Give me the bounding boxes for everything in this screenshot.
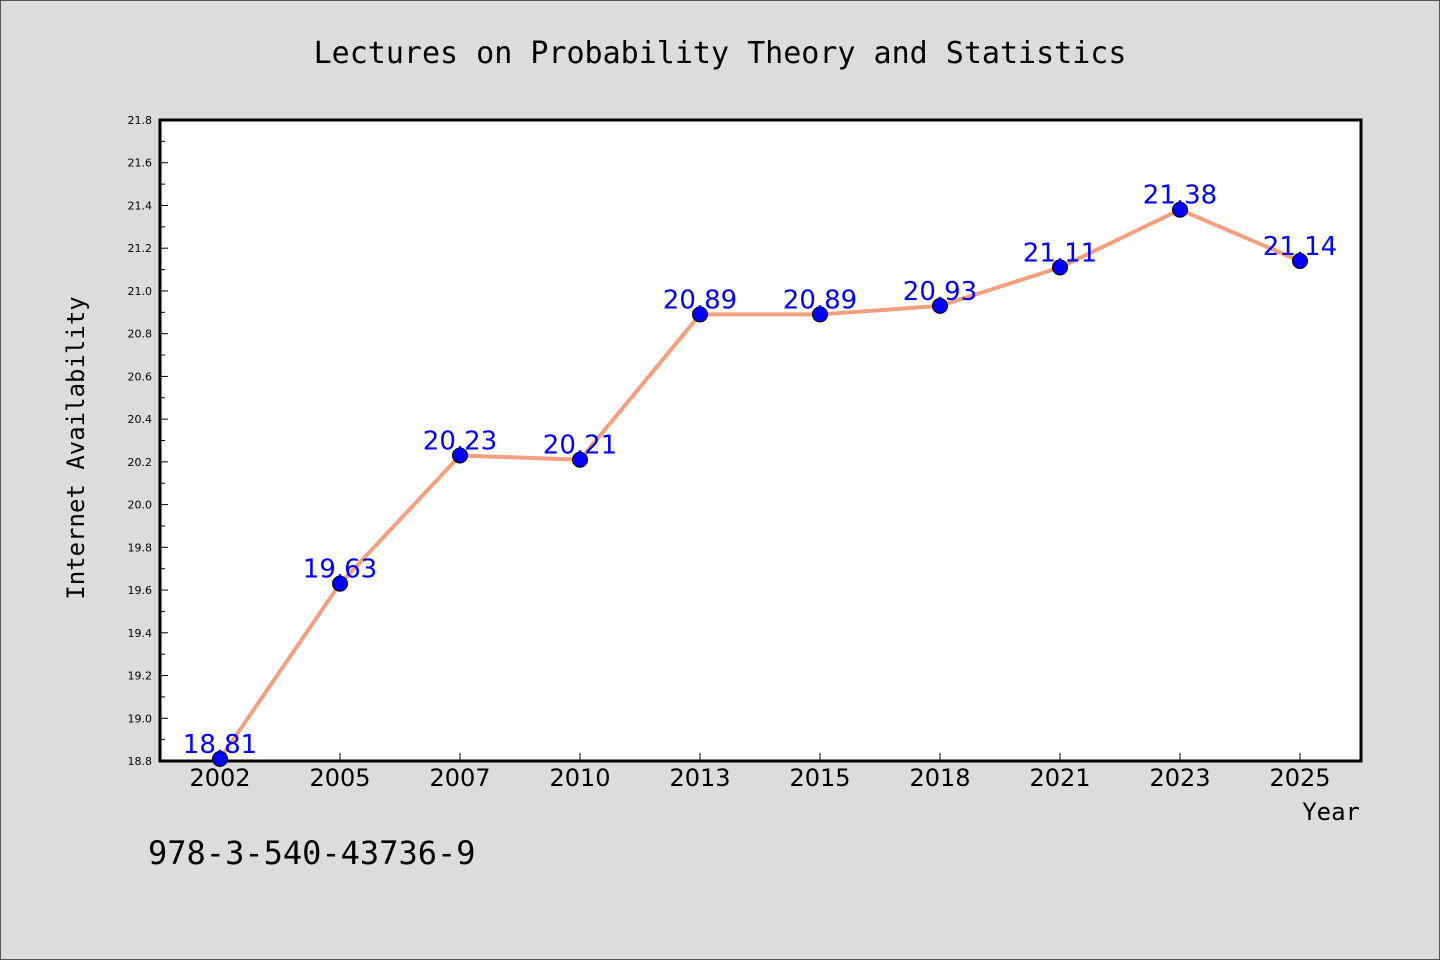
data-point xyxy=(932,297,948,314)
data-label: 21.38 xyxy=(1143,181,1217,211)
data-label: 21.11 xyxy=(1023,238,1097,268)
x-axis-label: Year xyxy=(1302,798,1360,826)
data-point xyxy=(332,575,348,592)
x-tick-label: 2018 xyxy=(909,764,970,792)
data-point xyxy=(572,451,588,468)
data-label: 19.63 xyxy=(303,555,377,585)
series-line xyxy=(218,207,1301,760)
y-tick-label: 20.2 xyxy=(128,456,153,469)
x-tick-label: 2015 xyxy=(789,764,850,792)
x-tick-label: 2023 xyxy=(1149,764,1210,792)
data-point xyxy=(1292,253,1308,270)
data-point xyxy=(1172,201,1188,218)
y-tick-label: 19.6 xyxy=(128,584,153,597)
series-layer xyxy=(218,207,1301,760)
x-tick-label: 2007 xyxy=(429,764,490,792)
data-label: 18.81 xyxy=(183,730,257,760)
y-tick-label: 21.2 xyxy=(128,242,153,255)
x-tick-label: 2025 xyxy=(1269,764,1330,792)
plot-area xyxy=(158,118,1363,763)
y-tick-label: 20.0 xyxy=(128,499,153,512)
chart-title: Lectures on Probability Theory and Stati… xyxy=(314,36,1127,71)
data-point xyxy=(692,306,708,323)
data-point xyxy=(1052,259,1068,276)
x-tick-label: 2013 xyxy=(669,764,730,792)
y-tick-label: 19.0 xyxy=(128,712,153,725)
y-tick-label: 19.8 xyxy=(128,541,153,554)
x-tick-label: 2005 xyxy=(309,764,370,792)
y-axis-label: Internet Availability xyxy=(62,296,90,599)
x-tick-label: 2002 xyxy=(189,764,250,792)
data-label: 20.23 xyxy=(423,426,497,456)
data-label: 20.21 xyxy=(543,431,617,461)
y-tick-label: 21.4 xyxy=(128,199,153,212)
marker-layer xyxy=(212,201,1308,767)
data-label: 21.14 xyxy=(1263,232,1337,262)
y-tick-label: 19.2 xyxy=(128,670,153,683)
y-tick-label: 21.0 xyxy=(128,285,153,298)
y-tick-label: 20.8 xyxy=(128,328,153,341)
isbn-label: 978-3-540-43736-9 xyxy=(148,834,476,872)
y-tick-label: 21.8 xyxy=(128,114,153,127)
data-label: 20.89 xyxy=(783,285,857,315)
data-point xyxy=(812,306,828,323)
y-tick-label: 20.4 xyxy=(128,413,153,426)
y-tick-label: 18.8 xyxy=(128,755,153,768)
y-axis: 18.8 19.0 19.2 19.4 19.6 19.8 20.0 20.2 20.4 20.6… xyxy=(128,114,168,768)
y-tick-label: 19.4 xyxy=(128,627,153,640)
x-tick-label: 2010 xyxy=(549,764,610,792)
data-label: 20.89 xyxy=(663,285,737,315)
data-point xyxy=(452,447,468,464)
y-tick-label: 20.6 xyxy=(128,370,153,383)
x-axis: 2002 2005 2007 2010 2013 2015 2018 2021 2023 2025 xyxy=(189,753,1331,792)
data-point xyxy=(212,750,228,767)
data-label-layer: 18.81 19.63 20.23 20.21 20.89 20.89 20.93 21.11… xyxy=(183,181,1337,760)
x-tick-label: 2021 xyxy=(1029,764,1090,792)
y-tick-label: 21.6 xyxy=(128,157,153,170)
data-label: 20.93 xyxy=(903,277,977,307)
